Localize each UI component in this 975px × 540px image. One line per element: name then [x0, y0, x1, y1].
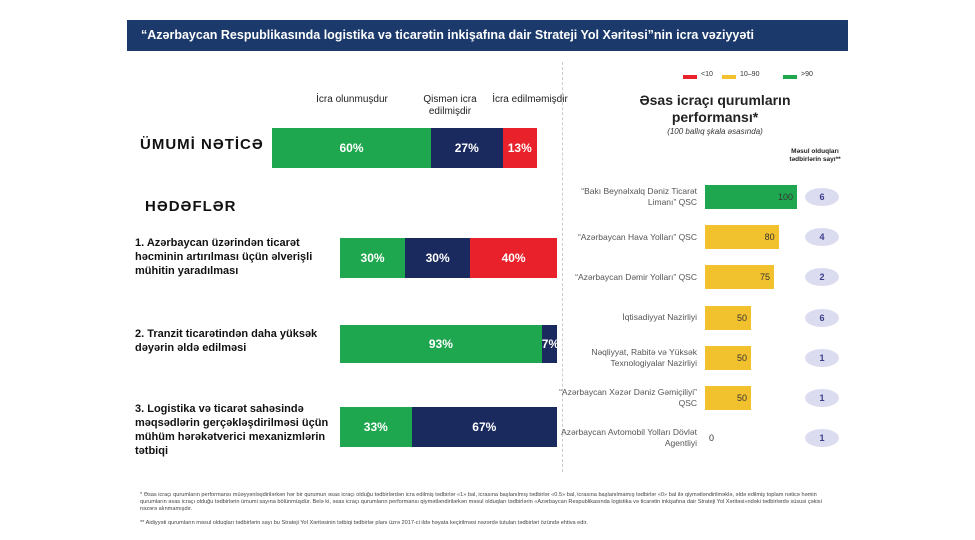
value-label: 75: [759, 272, 770, 283]
counts-title: Məsul olduqları tədbirlərin sayı**: [789, 148, 841, 163]
category-label: 1. Azərbaycan üzərindən ticarət həcminin…: [135, 237, 313, 277]
count-badge: 1: [805, 348, 839, 367]
value-label: 60%: [339, 141, 364, 155]
value-label: 40%: [501, 251, 526, 265]
bar-segment: [340, 407, 412, 447]
bar-segment: [340, 325, 542, 363]
category-label: İqtisadiyyat Nazirliyi: [622, 312, 697, 323]
count-badge: 4: [805, 228, 839, 247]
value-label: 50: [736, 352, 747, 363]
count-badge: 6: [805, 308, 839, 327]
legend-label: İcra edilməmişdir: [492, 94, 568, 105]
legend-label: 10–90: [740, 71, 760, 78]
category-label: 3. Logistika və ticarət sahəsində məqsəd…: [135, 403, 329, 457]
chart-title: Əsas icraçı qurumların performansı*: [639, 92, 791, 125]
category-label: ÜMUMİ NƏTİCƏ: [140, 136, 264, 153]
divider: [562, 62, 563, 472]
value-label: 100: [777, 192, 793, 202]
bar-segment: [405, 238, 471, 278]
value-label: 50: [736, 312, 747, 323]
value-label: 27%: [454, 141, 479, 155]
legend-swatch: [683, 75, 697, 79]
category-label: “Bakı Beynəlxalq Dəniz Ticarət Limanı” Q…: [581, 186, 697, 207]
header-title: “Azərbaycan Respublikasında logistika və…: [127, 20, 848, 51]
bar-segment: [340, 238, 406, 278]
footnote: * Əsas icraçı qurumların performansı müə…: [140, 492, 822, 512]
category-label: “Azərbaycan Dəmir Yolları” QSC: [575, 271, 697, 282]
category-label: Azərbaycan Avtomobil Yolları Dövlət Agen…: [561, 427, 697, 449]
bar-segment: [272, 128, 431, 168]
count-badge: 1: [805, 429, 839, 448]
legend-label: Qismən icra edilmişdir: [423, 94, 477, 117]
legend-swatch: [783, 75, 797, 79]
value-label: 13%: [507, 141, 532, 155]
bar: [705, 265, 774, 290]
count-badge: 6: [805, 188, 839, 206]
category-label: 2. Tranzit ticarətindən daha yüksək dəyə…: [135, 328, 318, 354]
legend-label: >90: [801, 71, 813, 78]
bar: [705, 185, 797, 209]
bar: [705, 345, 751, 370]
count-badge: 1: [805, 389, 839, 407]
chart-subtitle: (100 ballıq şkala əsasında): [667, 127, 763, 136]
value-label: 93%: [428, 337, 453, 351]
bar: [705, 225, 779, 250]
bar-segment: [431, 128, 503, 168]
section-title: HƏDƏFLƏR: [145, 198, 237, 215]
category-label: “Azərbaycan Xəzər Dəniz Gəmiçiliyi” QSC: [559, 387, 697, 408]
bar-segment: [411, 407, 557, 447]
value-label: 80: [764, 232, 775, 243]
value-label: 0: [709, 433, 715, 444]
footnote: ** Aidiyyəti qurumların məsul olduqları …: [140, 520, 588, 526]
legend-label: İcra olunmuşdur: [316, 94, 388, 105]
value-label: 33%: [363, 420, 388, 434]
bar: [705, 305, 751, 330]
legend-label: <10: [701, 71, 713, 78]
value-label: 30%: [425, 251, 450, 265]
bar: [705, 386, 751, 410]
value-label: 30%: [360, 251, 385, 265]
bar-segment: [502, 128, 537, 168]
value-label: 50: [736, 393, 747, 403]
value-label: 7%: [541, 337, 560, 351]
bar-segment: [541, 325, 557, 363]
legend-swatch: [722, 75, 736, 79]
bar-segment: [470, 238, 557, 278]
value-label: 67%: [472, 420, 497, 434]
count-badge: 2: [805, 268, 839, 287]
category-label: Nəqliyyat, Rabitə və Yüksək Texnologiyal…: [591, 346, 697, 368]
category-label: “Azərbaycan Hava Yolları” QSC: [577, 231, 697, 242]
